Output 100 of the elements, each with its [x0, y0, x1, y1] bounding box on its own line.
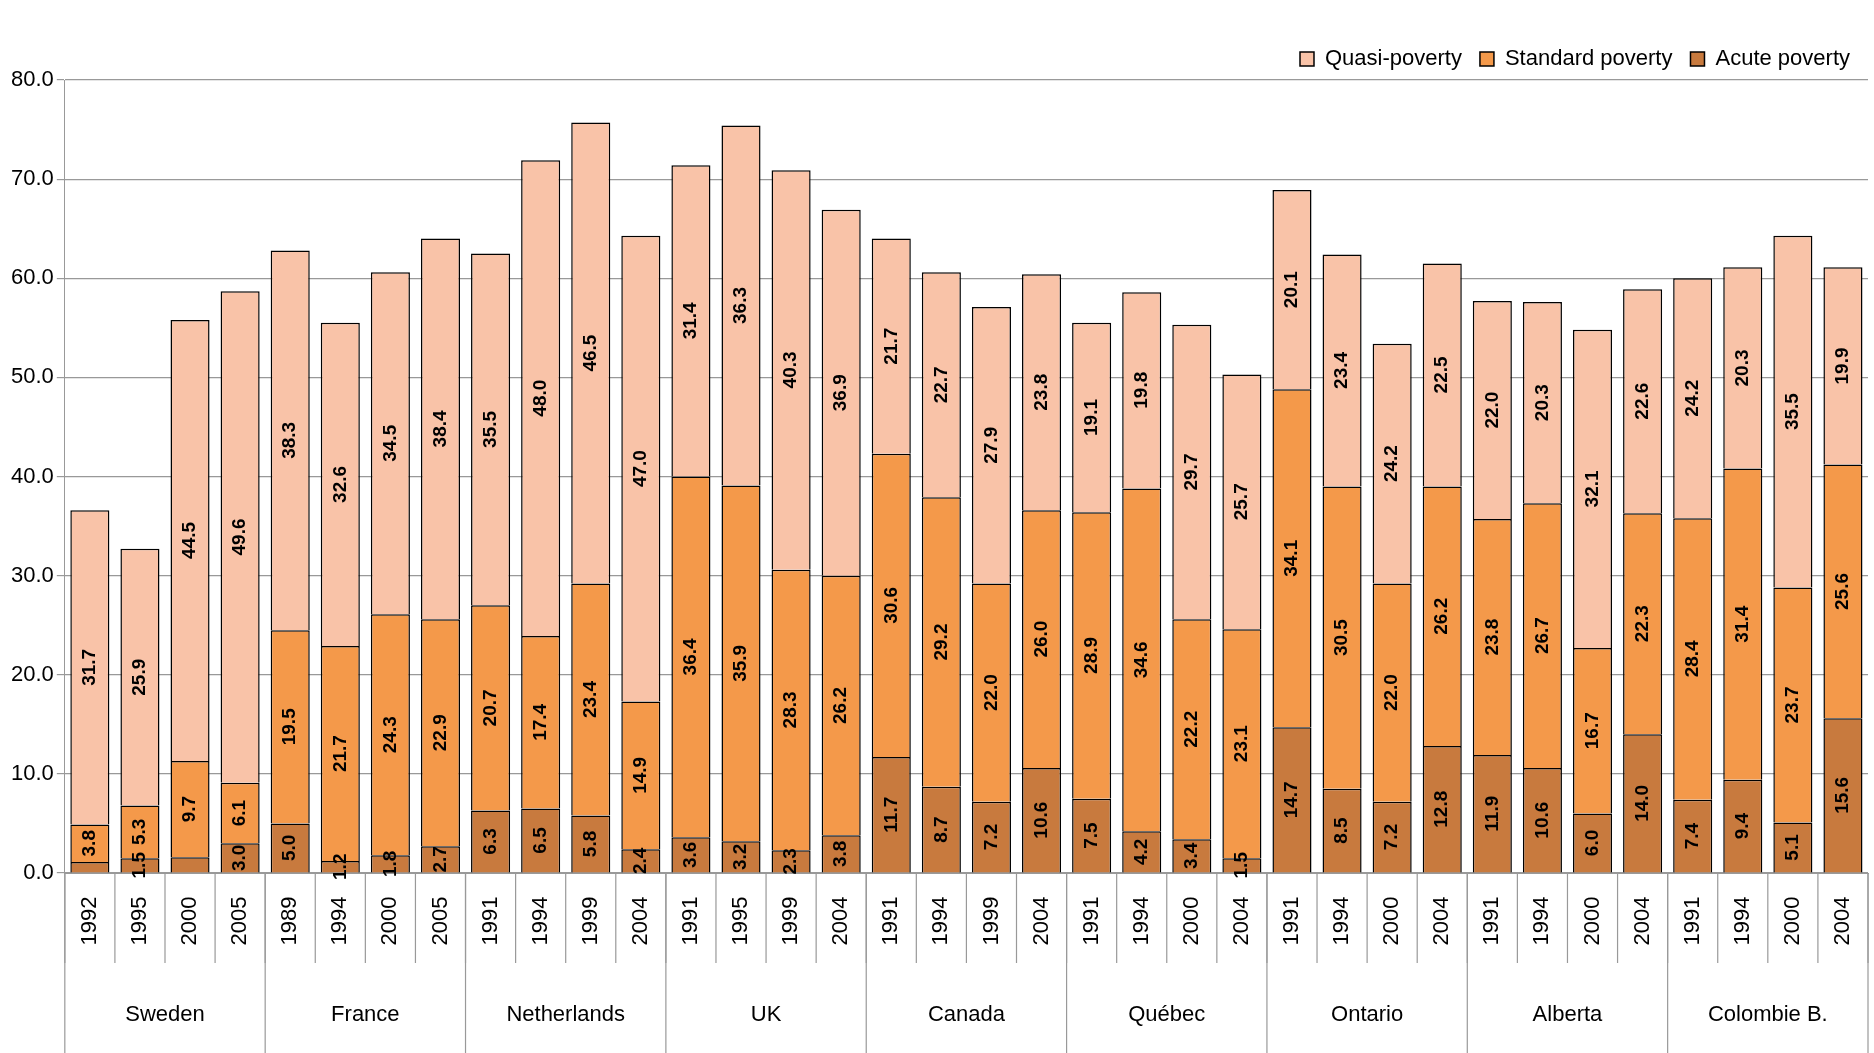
x-tick-label: 1994: [1528, 896, 1554, 946]
y-tick-label: 10.0: [10, 759, 54, 785]
data-label: 7.2: [1380, 823, 1402, 851]
data-label: 3.6: [679, 841, 701, 869]
data-label: 30.5: [1330, 618, 1352, 657]
data-label: 20.3: [1731, 349, 1753, 387]
x-tick-label: 2004: [1428, 896, 1454, 946]
data-label: 6.1: [228, 799, 250, 827]
data-label: 12.8: [1430, 790, 1452, 828]
data-label: 44.5: [178, 521, 200, 559]
data-label: 11.7: [879, 796, 901, 833]
y-tick-label: 20.0: [10, 660, 54, 686]
x-tick-label: 1991: [1077, 896, 1103, 946]
data-label: 38.3: [278, 421, 300, 459]
data-label: 14.7: [1280, 781, 1302, 819]
legend-label: Quasi-poverty: [1325, 45, 1462, 71]
data-label: 22.0: [1380, 674, 1402, 712]
x-tick-label: 2005: [226, 896, 252, 946]
y-tick-label: 70.0: [10, 165, 54, 191]
x-tick-label: 2004: [626, 896, 652, 946]
text: UK: [750, 1001, 782, 1027]
data-label: 38.4: [428, 410, 450, 448]
data-label: 3.8: [829, 840, 851, 868]
data-label: 25.7: [1230, 483, 1252, 521]
data-label: 34.5: [378, 424, 400, 462]
y-tick-label: 60.0: [10, 264, 54, 290]
data-label: 23.1: [1230, 724, 1252, 763]
x-tick-label: 1999: [576, 896, 602, 946]
data-label: 25.6: [1831, 572, 1853, 610]
data-label: 34.1: [1280, 539, 1302, 577]
data-label: 5.0: [278, 834, 300, 862]
data-label: 31.7: [78, 648, 100, 686]
y-tick-label: 80.0: [10, 66, 54, 92]
data-label: 22.6: [1630, 382, 1652, 420]
x-tick-label: 1995: [126, 896, 152, 946]
text: France: [331, 1001, 400, 1027]
x-tick-label: 2000: [1378, 896, 1404, 946]
x-tick-label: 1995: [727, 896, 753, 946]
data-label: 9.4: [1731, 812, 1753, 840]
data-label: 20.1: [1280, 270, 1302, 309]
x-tick-label: 1991: [1478, 896, 1504, 946]
data-label: 7.4: [1680, 822, 1702, 850]
data-label: 32.6: [328, 465, 350, 503]
data-label: 6.3: [478, 828, 500, 855]
y-tick-label: 0.0: [23, 859, 54, 885]
data-label: 3.0: [228, 844, 250, 872]
x-tick-label: 2000: [1778, 896, 1804, 946]
data-label: 22.0: [1480, 391, 1502, 429]
data-label: 5.8: [578, 830, 600, 858]
text: Ontario: [1331, 1001, 1404, 1027]
data-label: 17.4: [528, 703, 550, 741]
data-label: 23.7: [1781, 686, 1803, 724]
x-tick-label: 1991: [676, 896, 702, 946]
data-label: 32.1: [1580, 469, 1602, 508]
data-label: 8.5: [1330, 816, 1352, 844]
x-tick-label: 1994: [526, 896, 552, 946]
data-label: 31.4: [1731, 605, 1753, 643]
data-label: 36.3: [729, 287, 751, 324]
x-tick-label: 1994: [1728, 896, 1754, 946]
data-label: 26.2: [1430, 597, 1452, 635]
x-tick-label: 2004: [1829, 896, 1855, 946]
data-label: 22.9: [428, 714, 450, 752]
text: Netherlands: [506, 1001, 626, 1027]
x-tick-label: 1999: [777, 896, 803, 946]
x-tick-label: 1994: [1127, 896, 1153, 946]
data-label: 22.3: [1630, 605, 1652, 643]
data-label: 20.3: [1530, 384, 1552, 422]
x-tick-label: 2004: [827, 896, 853, 946]
data-label: 4.2: [1129, 838, 1151, 866]
data-label: 36.4: [679, 637, 701, 676]
data-label: 49.6: [228, 518, 250, 556]
data-label: 24.3: [378, 716, 400, 754]
x-tick-label: 1991: [476, 896, 502, 946]
data-label: 34.6: [1129, 641, 1151, 679]
data-label: 1.5: [128, 851, 150, 879]
data-label: 26.0: [1029, 620, 1051, 658]
data-label: 21.7: [879, 327, 901, 365]
y-tick-label: 50.0: [10, 363, 54, 389]
data-label: 22.5: [1430, 355, 1452, 394]
x-tick-label: 1989: [276, 896, 302, 946]
data-label: 1.5: [1230, 851, 1252, 879]
data-label: 28.4: [1680, 639, 1702, 678]
data-label: 7.5: [1079, 821, 1101, 849]
data-label: 19.9: [1831, 347, 1853, 385]
data-label: 19.5: [278, 707, 300, 746]
text: Canada: [927, 1001, 1006, 1027]
x-tick-label: 2000: [1177, 896, 1203, 946]
data-label: 24.2: [1380, 445, 1402, 483]
data-label: 1.8: [378, 850, 400, 877]
data-label: 7.2: [979, 823, 1001, 851]
data-label: 29.2: [929, 623, 951, 661]
data-label: 8.7: [929, 816, 951, 843]
data-label: 10.6: [1530, 801, 1552, 839]
data-label: 9.7: [178, 795, 200, 823]
x-tick-label: 2004: [1628, 896, 1654, 946]
x-tick-label: 2000: [376, 896, 402, 946]
data-label: 11.9: [1480, 795, 1502, 832]
data-label: 23.8: [1480, 618, 1502, 656]
data-label: 35.5: [1781, 392, 1803, 431]
data-label: 22.7: [929, 366, 951, 404]
